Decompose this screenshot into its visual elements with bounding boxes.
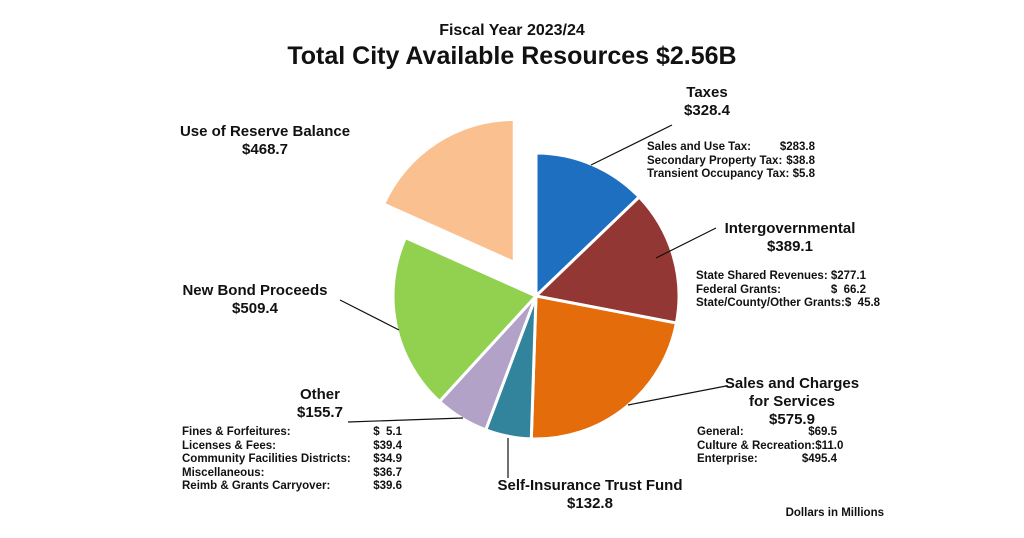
detail-row: Fines & Forfeitures: $ 5.1 — [182, 426, 402, 438]
slice-label-intergovernmental: Intergovernmental $389.1 — [710, 220, 870, 256]
leader-line-sales-charges — [627, 385, 727, 406]
slice-label-sales-charges: Sales and Charges for Services $575.9 — [717, 375, 867, 429]
slice-value-taxes: $328.4 — [684, 102, 730, 119]
leader-line-other — [347, 417, 464, 423]
slice-label-new-bond: New Bond Proceeds $509.4 — [170, 282, 340, 318]
slice-value-intergovernmental: $389.1 — [767, 238, 813, 255]
slice-label-reserve: Use of Reserve Balance $468.7 — [160, 123, 370, 159]
pie-slice-use-of-reserve-balance — [381, 117, 516, 265]
slice-name-intergovernmental: Intergovernmental — [724, 220, 856, 237]
leader-lines — [339, 124, 727, 478]
detail-row: Miscellaneous: $36.7 — [182, 466, 402, 479]
slice-name-sales-charges-line2: for Services — [749, 393, 835, 410]
slice-name-self-insurance: Self-Insurance Trust Fund — [497, 477, 683, 494]
detail-row: State/County/Other Grants: $ 45.8 — [696, 297, 881, 309]
detail-row: General: $69.5 — [697, 426, 837, 438]
leader-line-intergovernmental — [655, 227, 717, 259]
detail-row: Sales and Use Tax: $283.8 — [647, 141, 815, 153]
detail-row: Federal Grants: $ 66.2 — [696, 283, 866, 296]
slice-name-other: Other — [299, 386, 340, 403]
slice-name-taxes: Taxes — [686, 84, 728, 101]
details-intergovernmental: State Shared Revenues: $277.1 Federal Gra… — [696, 270, 881, 311]
slice-value-sales-charges: $575.9 — [769, 411, 815, 428]
pie-slice-intergovernmental — [532, 194, 681, 325]
detail-row: Enterprise: $495.4 — [697, 453, 837, 465]
slice-name-reserve: Use of Reserve Balance — [179, 123, 351, 140]
slice-value-new-bond: $509.4 — [232, 300, 278, 317]
slice-name-sales-charges-line1: Sales and Charges — [724, 375, 860, 392]
slice-value-self-insurance: $132.8 — [567, 495, 613, 512]
detail-row: Transient Occupancy Tax: $5.8 — [647, 168, 815, 180]
pie-slice-sales-and-charges-for-services — [529, 294, 679, 441]
pie-slice-new-bond-proceeds — [391, 235, 539, 404]
slice-label-taxes: Taxes $328.4 — [652, 84, 762, 120]
detail-row: Licenses & Fees: $39.4 — [182, 439, 402, 452]
detail-row: Community Facilities Districts: $34.9 — [182, 453, 402, 465]
slice-label-self-insurance: Self-Insurance Trust Fund $132.8 — [470, 477, 710, 513]
chart-title: Total City Available Resources $2.56B — [287, 42, 737, 70]
pie-slices — [381, 117, 681, 441]
leader-line-new-bond — [339, 299, 400, 331]
slice-value-other: $155.7 — [297, 404, 343, 421]
detail-row: State Shared Revenues: $277.1 — [696, 270, 866, 282]
slice-name-new-bond: New Bond Proceeds — [182, 282, 328, 299]
details-sales-charges: General: $69.5 Culture & Recreation: $11.0… — [697, 426, 844, 467]
detail-row: Secondary Property Tax: $38.8 — [647, 154, 815, 167]
details-taxes: Sales and Use Tax: $283.8 Secondary Prope… — [647, 141, 815, 182]
slice-value-reserve: $468.7 — [242, 141, 288, 158]
detail-row: Reimb & Grants Carryover: $39.6 — [182, 480, 402, 492]
details-other: Fines & Forfeitures: $ 5.1 Licenses & Fee… — [182, 426, 402, 494]
chart-subtitle: Fiscal Year 2023/24 — [439, 22, 585, 39]
detail-row: Culture & Recreation: $11.0 — [697, 439, 844, 452]
slice-label-other: Other $155.7 — [278, 386, 362, 422]
leader-line-taxes — [590, 124, 673, 166]
units-footnote: Dollars in Millions — [785, 507, 884, 519]
